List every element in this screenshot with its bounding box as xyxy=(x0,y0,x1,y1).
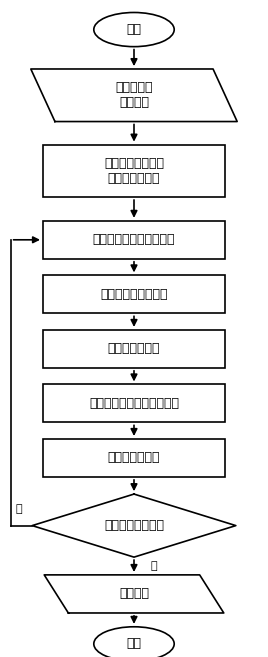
Text: 进行选择、交叉、变异操作: 进行选择、交叉、变异操作 xyxy=(89,397,179,410)
Text: 结束: 结束 xyxy=(126,637,142,650)
Ellipse shape xyxy=(94,12,174,47)
Polygon shape xyxy=(44,575,224,613)
Text: 建立包含光伏发电
系统的随机模型: 建立包含光伏发电 系统的随机模型 xyxy=(104,157,164,185)
Bar xyxy=(43,330,225,368)
Text: 输出结果: 输出结果 xyxy=(119,587,149,600)
Bar xyxy=(43,275,225,313)
Bar xyxy=(43,439,225,477)
Text: 染色体编码、种群初始化: 染色体编码、种群初始化 xyxy=(93,233,175,246)
Text: 产生新一代种群: 产生新一代种群 xyxy=(108,451,160,464)
Polygon shape xyxy=(32,494,236,557)
Text: 是否满足终止条件: 是否满足终止条件 xyxy=(104,519,164,532)
Polygon shape xyxy=(31,69,237,122)
Text: 对个体进行潮流计算: 对个体进行潮流计算 xyxy=(100,288,168,301)
Ellipse shape xyxy=(94,627,174,657)
Text: 个体适应度计算: 个体适应度计算 xyxy=(108,342,160,355)
Bar xyxy=(43,384,225,422)
Bar xyxy=(43,145,225,197)
Bar xyxy=(43,221,225,259)
Text: 输入配电网
原始数据: 输入配电网 原始数据 xyxy=(115,81,153,109)
Text: 开始: 开始 xyxy=(126,23,142,36)
Text: 否: 否 xyxy=(16,504,22,514)
Text: 是: 是 xyxy=(150,561,157,571)
